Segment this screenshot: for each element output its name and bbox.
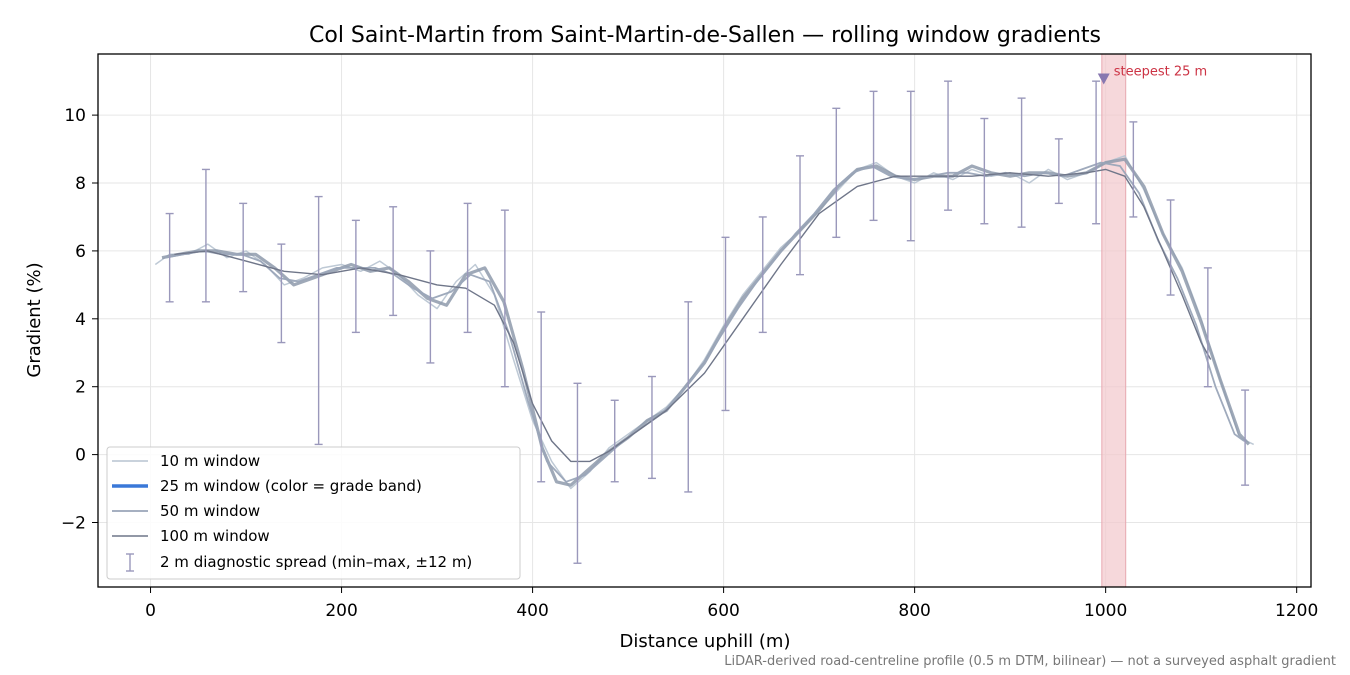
errorbar [944, 80, 953, 211]
steepest-marker-layer: steepest 25 m [1097, 64, 1207, 85]
errorbar [980, 117, 989, 225]
plot-frame [97, 53, 1312, 588]
legend-label-errorbar: 2 m diagnostic spread (min–max, ±12 m) [160, 553, 472, 571]
x-tick-label: 400 [516, 601, 548, 621]
legend-label-100m: 100 m window [160, 527, 270, 545]
axis-ticks: 0 200 400 600 800 1000 1200 −2 0 2 4 6 8 10 [61, 106, 1318, 621]
y-tick-label: −2 [61, 513, 86, 533]
errorbar [463, 202, 472, 334]
errorbar [721, 236, 730, 412]
errorbar [1017, 97, 1026, 228]
y-tick-label: 0 [75, 446, 86, 466]
y-tick-label: 6 [75, 242, 86, 262]
legend-label-10m: 10 m window [160, 452, 260, 470]
series-line-0 [154, 155, 1255, 490]
y-tick-label: 10 [64, 106, 86, 126]
legend-label-50m: 50 m window [160, 502, 260, 520]
errorbar [351, 219, 360, 334]
legend-label-25m: 25 m window (color = grade band) [160, 477, 422, 495]
errorbar [647, 375, 656, 480]
errorbar [239, 202, 248, 293]
legend-swatch-errorbar [126, 553, 134, 572]
errorbar [1203, 267, 1212, 388]
errorbar [1054, 138, 1063, 205]
errorbar [1241, 389, 1250, 486]
errorbar [1129, 121, 1138, 218]
steepest-marker [1097, 73, 1110, 85]
y-tick-label: 4 [75, 310, 86, 330]
errorbar [1166, 199, 1175, 296]
chart-title: Col Saint-Martin from Saint-Martin-de-Sa… [309, 23, 1101, 48]
steepest-band-layer [1101, 53, 1127, 588]
x-tick-label: 800 [898, 601, 930, 621]
errorbar [165, 212, 174, 303]
series-lines [154, 155, 1255, 490]
errorbar [1092, 80, 1101, 225]
errorbar [758, 216, 767, 334]
x-axis-label: Distance uphill (m) [620, 631, 791, 652]
x-tick-label: 600 [707, 601, 739, 621]
y-tick-label: 8 [75, 174, 86, 194]
errorbar [610, 399, 619, 483]
errorbars [165, 80, 1250, 564]
errorbar [906, 90, 915, 242]
legend: 10 m window 25 m window (color = grade b… [106, 446, 521, 580]
errorbar [869, 90, 878, 222]
steepest-band [1101, 53, 1127, 588]
errorbar [832, 107, 841, 239]
errorbar [426, 250, 435, 364]
y-axis-label: Gradient (%) [24, 262, 45, 377]
errorbar [537, 311, 546, 483]
x-tick-label: 1000 [1084, 601, 1127, 621]
errorbar [684, 301, 693, 493]
errorbar [201, 168, 210, 303]
errorbar [573, 382, 582, 564]
errorbar [796, 155, 805, 276]
x-tick-label: 200 [325, 601, 357, 621]
errorbar [277, 243, 286, 344]
series-line-1 [161, 157, 1251, 487]
steepest-annotation: steepest 25 m [1114, 64, 1207, 79]
x-tick-label: 1200 [1275, 601, 1318, 621]
series-line-3 [174, 168, 1212, 463]
legend-frame [106, 446, 521, 580]
footnote: LiDAR-derived road-centreline profile (0… [724, 654, 1336, 669]
y-tick-label: 2 [75, 378, 86, 398]
series-line-2 [164, 161, 1245, 483]
errorbar [389, 206, 398, 317]
errorbar [314, 195, 323, 446]
errorbar [500, 209, 509, 388]
x-tick-label: 0 [145, 601, 156, 621]
